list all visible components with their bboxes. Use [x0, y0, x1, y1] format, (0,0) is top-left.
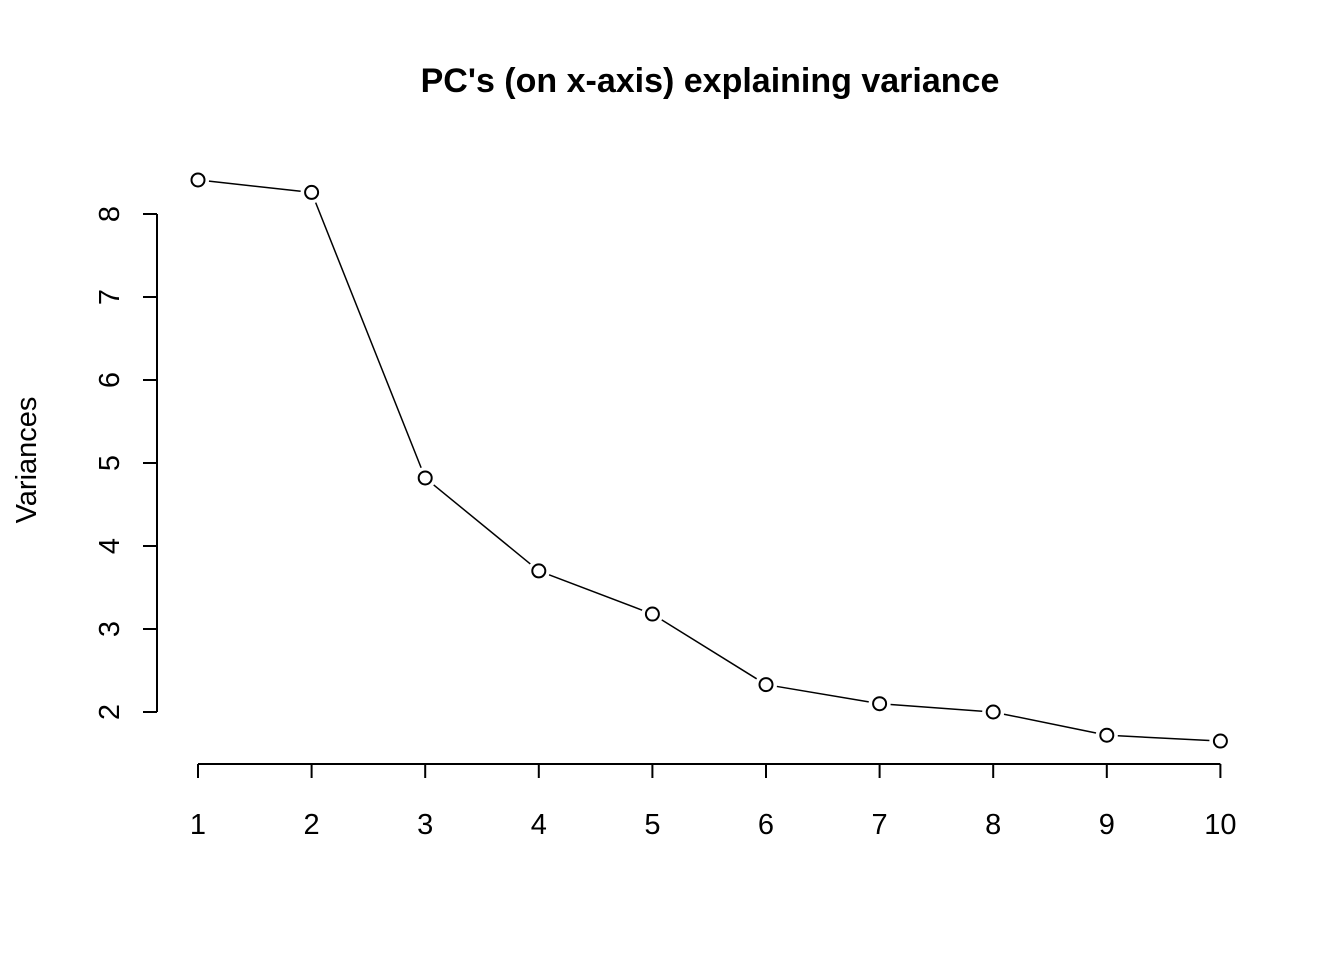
series-segment — [433, 484, 531, 565]
x-tick-label: 10 — [1204, 809, 1236, 841]
y-axis-label: Variances — [11, 397, 43, 524]
data-point — [985, 704, 1001, 720]
series-segment — [548, 574, 643, 611]
data-point — [190, 172, 206, 188]
x-tick-label: 2 — [304, 809, 320, 841]
data-point — [1212, 733, 1228, 749]
chart-title: PC's (on x-axis) explaining variance — [421, 62, 1000, 100]
series-segment — [1117, 735, 1210, 742]
data-point — [417, 470, 433, 486]
data-point — [758, 677, 774, 693]
data-point — [531, 563, 547, 579]
variance-series — [190, 172, 1228, 749]
data-point — [872, 696, 888, 712]
series-segment — [776, 685, 869, 703]
y-tick-label: 7 — [94, 289, 126, 305]
y-tick-label: 6 — [94, 372, 126, 388]
y-tick-label: 4 — [94, 538, 126, 554]
y-tick-label: 8 — [94, 206, 126, 222]
y-tick-label: 2 — [94, 704, 126, 720]
x-tick-label: 3 — [417, 809, 433, 841]
x-tick-label: 5 — [644, 809, 660, 841]
data-point — [304, 184, 320, 200]
y-tick-label: 3 — [94, 621, 126, 637]
x-tick-label: 6 — [758, 809, 774, 841]
x-tick-label: 4 — [531, 809, 547, 841]
y-axis: 2 3 4 5 6 7 8 — [94, 206, 158, 720]
x-tick-label: 8 — [985, 809, 1001, 841]
y-tick-label: 5 — [94, 455, 126, 471]
series-segment — [314, 202, 422, 468]
series-segment — [208, 180, 301, 192]
data-point — [644, 606, 660, 622]
x-axis: 1 2 3 4 5 6 7 8 9 10 — [190, 763, 1237, 841]
x-tick-label: 9 — [1099, 809, 1115, 841]
x-tick-label: 1 — [190, 809, 206, 841]
x-tick-label: 7 — [872, 809, 888, 841]
series-segment — [890, 703, 983, 712]
series-segment — [1003, 713, 1097, 734]
series-segment — [661, 619, 758, 680]
data-point — [1099, 727, 1115, 743]
